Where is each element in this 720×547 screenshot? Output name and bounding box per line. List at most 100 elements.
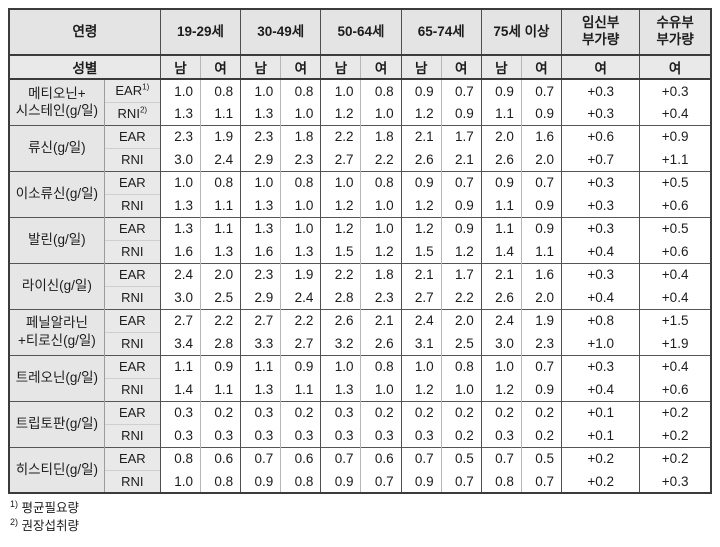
footnotes: 1) 평균필요량 2) 권장섭취량 [8, 499, 712, 535]
rni-metric-label: RNI [103, 193, 161, 217]
ear-value-cell: 1.9 [280, 262, 321, 286]
ear-value-cell: 1.3 [159, 216, 201, 240]
rni-value-cell: 1.3 [159, 194, 201, 217]
ear-value-cell: +0.4 [639, 354, 711, 378]
ear-metric-label: EAR [103, 216, 161, 240]
ear-value-cell: +0.3 [561, 262, 640, 286]
rni-value-cell: 1.1 [520, 240, 562, 263]
header-row-sex: 성별 남 여 남 여 남 여 남 여 남 여 여 여 [9, 55, 711, 80]
nutrient-label: 메티오닌+ 시스테인(g/일) [9, 78, 105, 125]
ear-value-cell: 0.7 [440, 78, 482, 102]
ear-value-cell: 2.2 [320, 124, 361, 148]
metric-text: RNI [121, 198, 144, 213]
rni-metric-label: RNI [103, 147, 161, 171]
rni-value-cell: +0.4 [561, 378, 640, 401]
sex-male: 남 [320, 55, 361, 80]
ear-value-cell: 0.7 [320, 446, 361, 470]
rni-value-cell: 1.2 [400, 102, 442, 125]
rni-value-cell: 0.8 [199, 470, 241, 493]
page: 연령 19-29세 30-49세 50-64세 65-74세 75세 이상 임신… [8, 8, 712, 535]
ear-value-cell: 0.3 [159, 400, 201, 424]
rni-value-cell: 1.3 [199, 240, 241, 263]
metric-text: EAR [118, 313, 146, 328]
ear-value-cell: +0.5 [639, 216, 711, 240]
ear-metric-label: EAR [103, 308, 161, 332]
ear-value-cell: 0.8 [159, 446, 201, 470]
rni-value-cell: 2.3 [280, 148, 321, 171]
nutrient-label: 발린(g/일) [9, 216, 105, 263]
ear-value-cell: 0.9 [440, 216, 482, 240]
rni-metric-label: RNI2) [103, 101, 161, 125]
metric-text: EAR [118, 221, 146, 236]
rni-value-cell: 3.0 [480, 332, 522, 355]
rni-value-cell: 3.0 [159, 286, 201, 309]
rni-metric-label: RNI [103, 331, 161, 355]
ear-value-cell: 1.8 [360, 124, 402, 148]
ear-value-cell: 1.0 [480, 354, 522, 378]
ear-value-cell: +0.3 [561, 354, 640, 378]
ear-value-cell: 0.2 [199, 400, 241, 424]
rni-value-cell: +0.3 [639, 470, 711, 493]
ear-value-cell: 0.8 [360, 354, 402, 378]
rni-value-cell: 2.5 [199, 286, 241, 309]
ear-value-cell: 2.3 [159, 124, 201, 148]
sex-header-label: 성별 [9, 55, 161, 80]
rni-value-cell: 2.9 [240, 148, 281, 171]
rni-value-cell: +0.2 [639, 424, 711, 447]
rni-value-cell: 1.0 [159, 470, 201, 493]
ear-value-cell: 2.3 [240, 262, 281, 286]
ear-value-cell: 0.5 [520, 446, 562, 470]
ear-metric-label: EAR [103, 400, 161, 424]
ear-value-cell: 1.6 [520, 262, 562, 286]
table-row: RNI 3.4 2.8 3.3 2.7 3.2 2.6 3.1 2.5 3.0 2.3 +1.0 +1.… [9, 331, 711, 355]
rni-value-cell: 1.1 [280, 378, 321, 401]
ear-value-cell: 0.9 [520, 216, 562, 240]
rni-value-cell: 1.2 [440, 240, 482, 263]
rni-value-cell: 1.0 [280, 102, 321, 125]
ear-value-cell: 2.4 [400, 308, 442, 332]
ear-value-cell: 1.1 [199, 216, 241, 240]
table-row: 이소류신(g/일) EAR 1.0 0.8 1.0 0.8 1.0 0.8 0.9 0.7 0.9 0… [9, 170, 711, 217]
rni-value-cell: 2.9 [240, 286, 281, 309]
rni-value-cell: 0.2 [440, 424, 482, 447]
ear-value-cell: 0.9 [199, 354, 241, 378]
footnote-sup: 1) [10, 498, 19, 509]
rni-value-cell: +0.3 [561, 194, 640, 217]
rni-value-cell: 2.4 [280, 286, 321, 309]
ear-metric-label: EAR [103, 446, 161, 470]
ear-value-cell: 1.0 [240, 170, 281, 194]
table-row: 트립토판(g/일) EAR 0.3 0.2 0.3 0.2 0.3 0.2 0.2 0.2 0.2 0… [9, 400, 711, 447]
rni-value-cell: 2.3 [360, 286, 402, 309]
ear-value-cell: 0.5 [440, 446, 482, 470]
ear-value-cell: 0.9 [400, 170, 442, 194]
rni-value-cell: 2.6 [480, 148, 522, 171]
nutrient-label: 류신(g/일) [9, 124, 105, 171]
footnote-ear: 1) 평균필요량 [10, 499, 712, 517]
ear-value-cell: 2.7 [240, 308, 281, 332]
rni-value-cell: 1.2 [400, 378, 442, 401]
table-header: 연령 19-29세 30-49세 50-64세 65-74세 75세 이상 임신… [9, 9, 711, 80]
ear-value-cell: +0.1 [561, 400, 640, 424]
rni-value-cell: 1.1 [480, 194, 522, 217]
age-group-30-49: 30-49세 [240, 9, 321, 56]
ear-value-cell: 2.1 [360, 308, 402, 332]
ear-value-cell: 1.8 [360, 262, 402, 286]
ear-value-cell: +0.2 [639, 400, 711, 424]
ear-value-cell: 2.2 [280, 308, 321, 332]
rni-value-cell: 0.9 [400, 470, 442, 493]
rni-value-cell: +1.1 [639, 148, 711, 171]
ear-value-cell: 0.6 [280, 446, 321, 470]
ear-value-cell: 1.9 [199, 124, 241, 148]
ear-value-cell: 2.0 [199, 262, 241, 286]
rni-value-cell: +1.9 [639, 332, 711, 355]
ear-value-cell: 1.0 [320, 354, 361, 378]
table-row: 메티오닌+ 시스테인(g/일) EAR1) 1.0 0.8 1.0 0.8 1.0 0.8 0.… [9, 78, 711, 125]
ear-value-cell: 1.3 [240, 216, 281, 240]
ear-value-cell: 1.2 [400, 216, 442, 240]
rni-value-cell: 0.9 [520, 102, 562, 125]
ear-value-cell: 1.1 [480, 216, 522, 240]
ear-value-cell: +0.3 [561, 78, 640, 102]
ear-value-cell: 0.9 [400, 78, 442, 102]
ear-value-cell: 0.8 [440, 354, 482, 378]
nutrient-label: 페닐알라닌 +티로신(g/일) [9, 308, 105, 355]
